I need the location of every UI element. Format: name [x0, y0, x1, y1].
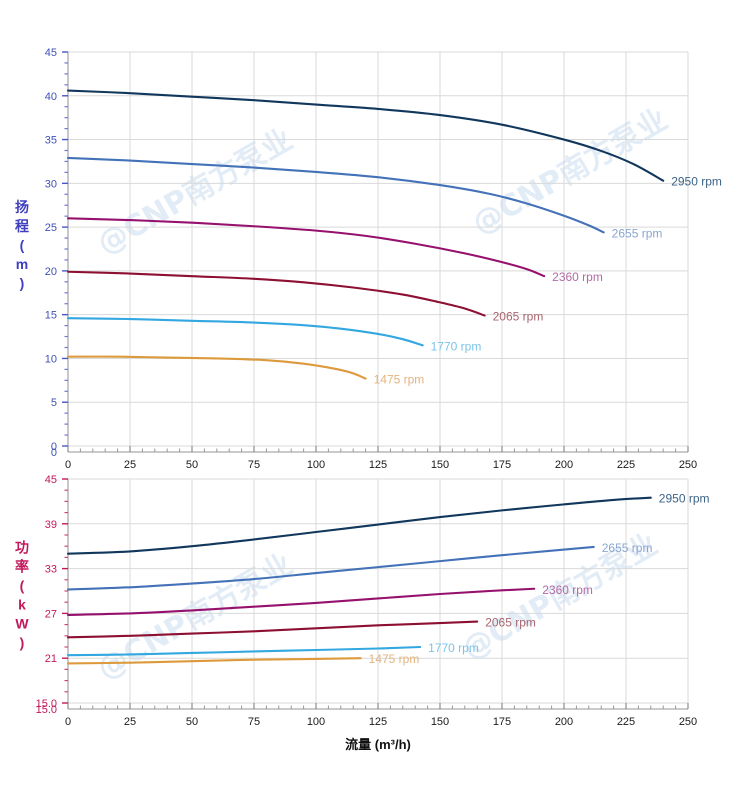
y-tick-label: 0: [51, 441, 57, 453]
series-curve-1475: [66, 355, 367, 380]
series-label-2655: 2655 rpm: [602, 541, 653, 555]
watermark-text: @CNP南方泵业: [92, 547, 299, 687]
y-axis-title: 功率(k W): [15, 540, 29, 651]
y-tick-label: 33: [45, 564, 57, 576]
x-axis-title: 流量 (m³/h): [345, 737, 411, 752]
x-tick-label: 200: [555, 459, 573, 471]
series-curve-2360: [66, 217, 546, 278]
x-tick-label: 100: [307, 459, 325, 471]
y-tick-label: 45: [45, 47, 57, 59]
x-tick-label: 0: [65, 716, 71, 728]
x-tick-label: 125: [369, 459, 387, 471]
y-tick-label: 20: [45, 266, 57, 278]
series-curve-2065: [66, 620, 479, 639]
y-tick-label: 35: [45, 135, 57, 147]
series-label-1475: 1475 rpm: [369, 652, 420, 666]
y-tick-label: 40: [45, 91, 57, 103]
series-label-2655: 2655 rpm: [612, 226, 663, 240]
y-tick-label: 15.0: [36, 698, 57, 710]
series-label-2360: 2360 rpm: [542, 583, 593, 597]
series-curve-2065: [66, 270, 486, 317]
watermark-text: @CNP南方泵业: [92, 122, 299, 262]
series-curve-2655: [66, 545, 595, 591]
x-tick-label: 75: [248, 459, 260, 471]
x-tick-label: 175: [493, 459, 511, 471]
series-label-2950: 2950 rpm: [671, 175, 722, 189]
series-curve-1770: [66, 645, 422, 657]
y-tick-label: 10: [45, 353, 57, 365]
y-tick-label: 25: [45, 222, 57, 234]
y-tick-label: 5: [51, 397, 57, 409]
y-tick-label: 15: [45, 310, 57, 322]
x-tick-label: 50: [186, 716, 198, 728]
series-label-2065: 2065 rpm: [493, 310, 544, 324]
x-tick-label: 225: [617, 716, 635, 728]
series-curve-1475: [66, 657, 362, 665]
x-tick-label: 75: [248, 716, 260, 728]
axis-origin-label: 15.0: [36, 704, 57, 716]
x-tick-label: 150: [431, 716, 449, 728]
x-tick-label: 200: [555, 716, 573, 728]
y-tick-label: 27: [45, 608, 57, 620]
x-tick-label: 25: [124, 716, 136, 728]
x-tick-label: 250: [679, 716, 697, 728]
y-tick-label: 30: [45, 178, 57, 190]
series-label-2360: 2360 rpm: [552, 270, 603, 284]
y-tick-label: 45: [45, 474, 57, 486]
series-label-1770: 1770 rpm: [431, 339, 482, 353]
series-label-1770: 1770 rpm: [428, 641, 479, 655]
x-tick-label: 175: [493, 716, 511, 728]
series-curve-2950: [66, 496, 652, 555]
y-tick-label: 39: [45, 519, 57, 531]
series-label-1475: 1475 rpm: [374, 373, 425, 387]
axis-origin-label: 0: [51, 447, 57, 459]
x-tick-label: 0: [65, 459, 71, 471]
x-tick-label: 25: [124, 459, 136, 471]
series-curve-2950: [66, 89, 665, 182]
x-tick-label: 125: [369, 716, 387, 728]
series-label-2950: 2950 rpm: [659, 492, 710, 506]
y-axis-title: 扬程(m): [15, 199, 29, 291]
x-tick-label: 150: [431, 459, 449, 471]
x-tick-label: 250: [679, 459, 697, 471]
x-tick-label: 50: [186, 459, 198, 471]
series-curve-2655: [66, 156, 605, 234]
y-tick-label: 21: [45, 653, 57, 665]
series-curve-1770: [66, 317, 424, 347]
x-tick-label: 225: [617, 459, 635, 471]
x-tick-label: 100: [307, 716, 325, 728]
series-label-2065: 2065 rpm: [485, 616, 536, 630]
series-curve-2360: [66, 587, 536, 616]
